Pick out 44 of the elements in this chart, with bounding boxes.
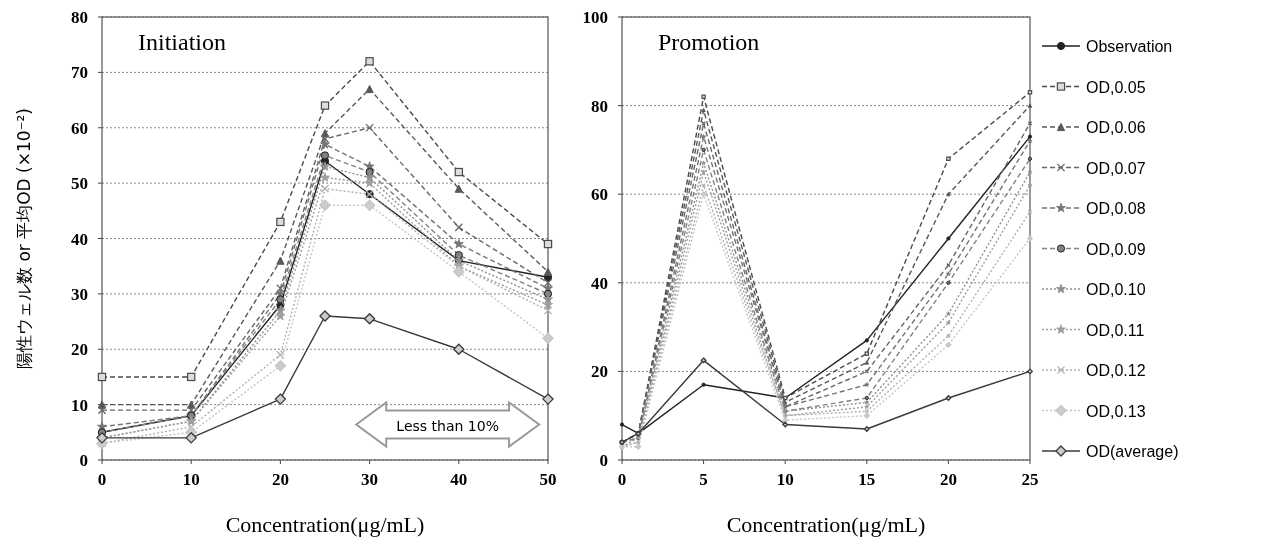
y-tick-label: 0 <box>79 451 88 470</box>
y-tick-label: 80 <box>71 8 88 27</box>
y-tick-label: 60 <box>591 185 608 205</box>
x-tick-label: 30 <box>361 470 379 489</box>
y-tick-label: 20 <box>71 340 88 360</box>
annotation: Less than 10% <box>396 417 499 434</box>
y-tick-label: 30 <box>71 284 88 304</box>
x-tick-label: 50 <box>539 470 557 489</box>
legend-label: OD,0.12 <box>1086 362 1146 379</box>
x-axis-title: Concentration(μg/mL) <box>726 512 926 537</box>
legend-label: OD(average) <box>1086 443 1179 460</box>
legend-label: OD,0.13 <box>1086 402 1146 420</box>
y-tick-label: 40 <box>591 273 608 293</box>
y-tick-label: 0 <box>599 451 608 470</box>
legend-label: OD,0.10 <box>1086 281 1146 298</box>
x-tick-label: 0 <box>617 470 627 489</box>
x-tick-label: 40 <box>450 470 468 489</box>
x-axis-title: Concentration(μg/mL) <box>225 512 425 537</box>
text: Initiation <box>138 29 226 55</box>
legend-label: OD,0.08 <box>1086 200 1146 217</box>
legend-label: OD,0.09 <box>1086 240 1146 258</box>
text: Promotion <box>658 29 760 55</box>
x-tick-label: 15 <box>858 470 876 489</box>
y-tick-label: 70 <box>71 63 88 83</box>
x-tick-label: 10 <box>182 470 200 489</box>
legend-label: OD,0.05 <box>1086 78 1146 96</box>
x-tick-label: 20 <box>939 470 957 489</box>
y-tick-label: 10 <box>71 395 88 415</box>
legend-label: OD,0.11 <box>1086 321 1145 339</box>
x-tick-label: 20 <box>271 470 289 489</box>
y-tick-label: 80 <box>591 96 608 116</box>
y-axis-title: 陽性ウェル数 or 平均OD (×10⁻²) <box>14 107 34 370</box>
y-tick-label: 20 <box>591 362 608 382</box>
y-tick-label: 60 <box>71 118 88 138</box>
x-tick-label: 10 <box>776 470 794 489</box>
x-tick-label: 0 <box>97 470 107 489</box>
legend-label: OD,0.06 <box>1086 119 1146 136</box>
y-tick-label: 40 <box>71 229 88 249</box>
y-tick-label: 50 <box>71 174 88 194</box>
y-tick-label: 100 <box>582 8 608 27</box>
legend-label: Observation <box>1086 38 1173 55</box>
x-tick-label: 25 <box>1021 470 1039 489</box>
x-tick-label: 5 <box>699 470 708 489</box>
legend-label: OD,0.07 <box>1086 159 1146 177</box>
